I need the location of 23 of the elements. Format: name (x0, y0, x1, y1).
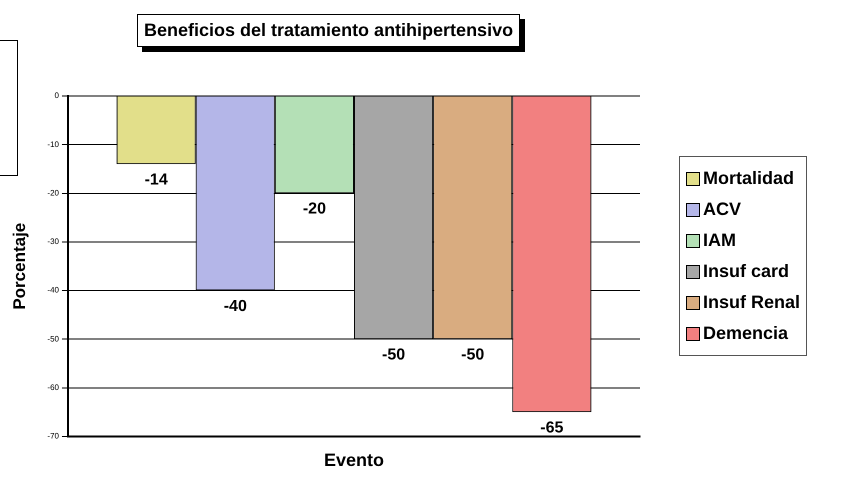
y-tick-label: -30 (47, 237, 60, 246)
y-tick-label: -40 (47, 286, 60, 295)
data-label: -65 (540, 419, 564, 436)
x-axis-title: Evento (324, 450, 384, 470)
y-tick-label: -10 (47, 140, 60, 149)
y-tick-label: 0 (54, 91, 60, 100)
data-label: -40 (224, 298, 247, 315)
data-label: -50 (382, 346, 406, 364)
y-tick-label: -20 (47, 188, 60, 198)
legend-label: Demencia (703, 323, 788, 344)
legend-label: Insuf Renal (703, 292, 800, 313)
y-tick-label: -60 (47, 382, 60, 392)
data-label: -20 (302, 200, 326, 218)
y-axis-title: Porcentaje (10, 222, 29, 310)
y-tick-label: -50 (47, 334, 60, 344)
chart-title: Beneficios del tratamiento antihipertensivo (137, 14, 520, 47)
data-label: -14 (144, 171, 168, 188)
y-tick-label: -70 (47, 432, 60, 441)
legend-label: IAM (703, 230, 736, 251)
legend-label: ACV (703, 199, 742, 220)
legend-label: Mortalidad (703, 168, 794, 189)
legend-label: Insuf card (703, 261, 790, 282)
data-label: -50 (461, 346, 484, 364)
